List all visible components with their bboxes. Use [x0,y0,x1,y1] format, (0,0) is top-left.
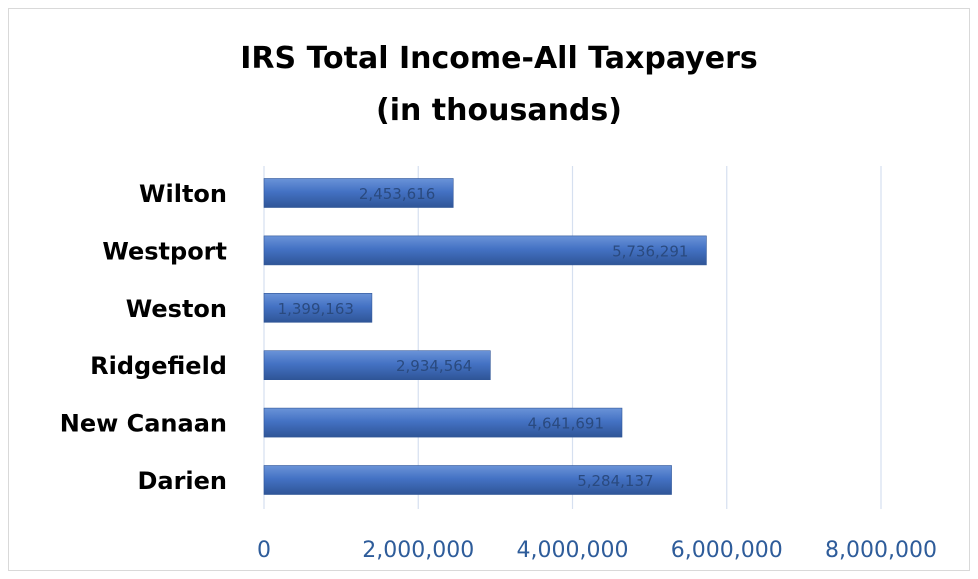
x-tick-label: 4,000,000 [517,538,629,563]
x-tick-label: 8,000,000 [825,538,937,563]
bar-data-label: 5,736,291 [612,242,688,260]
chart-title-line-1: IRS Total Income-All Taxpayers [240,41,757,76]
category-label: Westport [102,237,227,265]
bar-data-label: 4,641,691 [528,415,604,433]
bar-data-label: 5,284,137 [577,472,653,490]
bar-data-label: 1,399,163 [278,300,354,318]
category-axis: Wilton Westport Weston Ridgefield New Canaan… [60,180,227,495]
bar-data-label: 2,934,564 [396,357,472,375]
bar-series: 2,453,616 5,736,291 1,399,163 2,934,564 4,64… [263,178,707,495]
bar [263,235,707,266]
x-tick-label: 6,000,000 [671,538,783,563]
category-label: Darien [137,467,227,495]
gridlines [263,166,882,509]
category-label: Weston [126,295,227,323]
chart-title-line-2: (in thousands) [376,93,622,128]
bar [263,407,623,438]
x-tick-label: 0 [257,538,271,563]
category-label: Ridgefield [90,352,227,380]
chart-frame: IRS Total Income-All Taxpayers (in thous… [8,8,970,571]
value-axis: 0 2,000,000 4,000,000 6,000,000 8,000,000 [257,538,937,563]
bar [263,178,454,208]
bar [263,350,491,381]
x-tick-label: 2,000,000 [362,538,474,563]
bar-chart: IRS Total Income-All Taxpayers (in thous… [60,41,937,563]
bar [263,465,672,495]
bar-data-label: 2,453,616 [359,185,435,203]
bar [263,292,373,323]
category-label: New Canaan [60,410,227,438]
category-label: Wilton [139,180,227,208]
